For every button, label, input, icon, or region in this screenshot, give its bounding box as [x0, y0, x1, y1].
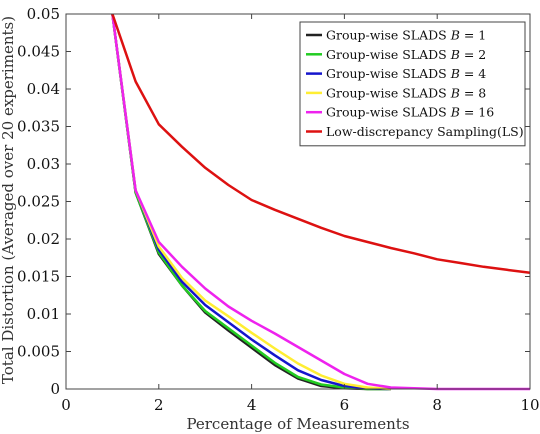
- ticks-layer: 0 2 4 6 8 10 0 0.005 0.01 0.015 0.02 0.025 0.03 0.035…: [17, 5, 540, 414]
- legend-entry-6: Low-discrepancy Sampling(LS): [306, 124, 524, 139]
- y-tick-label: 0.025: [17, 193, 60, 211]
- legend-label: Group-wise SLADS B = 2: [326, 47, 486, 62]
- y-tick-label: 0.04: [27, 80, 60, 98]
- y-axis-label: Total Distortion (Averaged over 20 exper…: [0, 16, 17, 384]
- series-line-4: [111, 13, 391, 391]
- legend-label: Group-wise SLADS B = 1: [326, 28, 486, 43]
- x-tick-label: 0: [61, 396, 71, 414]
- legend-param: B: [450, 85, 460, 100]
- x-tick-label: 2: [154, 396, 164, 414]
- series-line-6: [111, 13, 531, 275]
- y-tick-label: 0.015: [17, 268, 60, 286]
- y-tick-label: 0.03: [27, 155, 60, 173]
- x-tick-label: 4: [247, 396, 257, 414]
- y-tick-label: 0.045: [17, 43, 60, 61]
- legend-label-text: Group-wise SLADS: [326, 85, 451, 100]
- legend-entry-5: Group-wise SLADS B = 16: [306, 105, 494, 120]
- legend-label-text: Group-wise SLADS: [326, 47, 451, 62]
- legend-label: Group-wise SLADS B = 4: [326, 66, 486, 81]
- series-layer: [111, 13, 531, 391]
- legend-entry-2: Group-wise SLADS B = 2: [306, 47, 486, 62]
- legend-label: Group-wise SLADS B = 16: [326, 105, 494, 120]
- y-tick-label: 0.02: [27, 230, 60, 248]
- legend-label: Group-wise SLADS B = 8: [326, 85, 486, 100]
- legend-param: B: [450, 28, 460, 43]
- legend-value: = 2: [460, 47, 486, 62]
- legend-entry-1: Group-wise SLADS B = 1: [306, 28, 486, 43]
- legend-label-text: Group-wise SLADS: [326, 66, 451, 81]
- legend-box: [299, 21, 526, 147]
- legend-label-text: Low-discrepancy Sampling(LS): [326, 124, 524, 139]
- legend-label-text: Group-wise SLADS: [326, 105, 451, 120]
- x-tick-label: 10: [520, 396, 539, 414]
- y-tick-label: 0.035: [17, 118, 60, 136]
- y-tick-label: 0: [50, 380, 60, 398]
- y-tick-label: 0.005: [17, 343, 60, 361]
- y-tick-label: 0.01: [27, 305, 60, 323]
- legend-entry-3: Group-wise SLADS B = 4: [306, 66, 486, 81]
- legend-label: Low-discrepancy Sampling(LS): [326, 124, 524, 139]
- legend-label-text: Group-wise SLADS: [326, 28, 451, 43]
- legend-value: = 16: [460, 105, 494, 120]
- legend-param: B: [450, 105, 460, 120]
- legend-entry-4: Group-wise SLADS B = 8: [306, 85, 486, 100]
- x-tick-label: 6: [340, 396, 350, 414]
- x-axis-label: Percentage of Measurements: [186, 415, 409, 433]
- legend-value: = 1: [460, 28, 486, 43]
- legend-value: = 4: [460, 66, 486, 81]
- x-tick-label: 8: [432, 396, 442, 414]
- legend-value: = 8: [460, 85, 486, 100]
- series-line-5: [111, 13, 530, 391]
- legend-param: B: [450, 66, 460, 81]
- legend-param: B: [450, 47, 460, 62]
- y-tick-label: 0.05: [27, 5, 60, 23]
